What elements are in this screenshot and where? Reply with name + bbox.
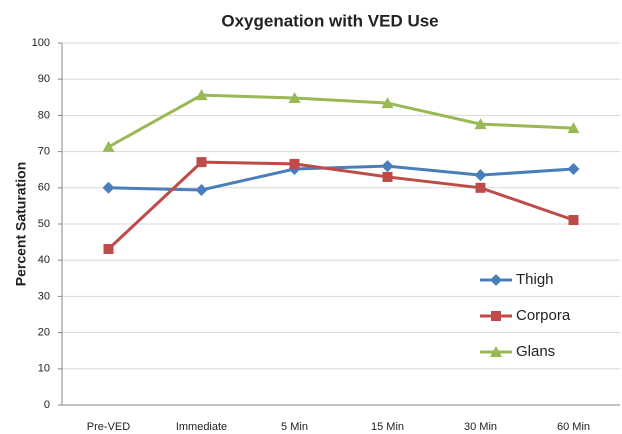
y-tick-label: 40 [38,254,50,266]
x-tick-label: 60 Min [557,421,590,433]
marker [490,274,502,286]
legend-label: Glans [516,343,555,360]
series-line [107,93,574,149]
marker [381,160,394,173]
marker [490,346,502,357]
x-tick-label: 30 Min [464,421,497,433]
y-tick-label: 10 [38,363,50,375]
marker [381,97,394,109]
y-tick-label: 50 [38,218,50,230]
y-tick-label: 100 [32,37,50,49]
marker [288,92,301,104]
marker [382,171,393,182]
marker [289,158,300,169]
series-line [108,164,574,192]
marker [491,311,501,321]
y-axis-label: Percent Saturation [13,162,29,286]
series-line [107,160,574,251]
x-tick-label: Pre-VED [87,421,130,433]
marker [195,183,208,196]
marker [474,118,487,130]
x-tick-label: 5 Min [281,421,308,433]
marker [474,169,487,182]
x-tick-label: 15 Min [371,421,404,433]
chart-title: Oxygenation with VED Use [221,11,438,30]
marker [567,122,580,134]
y-tick-label: 90 [38,73,50,85]
marker [102,140,115,152]
marker [102,181,115,194]
marker [196,157,207,168]
y-tick-label: 80 [38,109,50,121]
legend-label: Corpora [516,307,571,324]
y-tick-label: 70 [38,146,50,158]
y-tick-label: 60 [38,182,50,194]
y-tick-label: 0 [44,399,50,411]
marker [103,243,114,254]
y-tick-label: 30 [38,290,50,302]
legend-label: Thigh [516,271,554,288]
marker [475,182,486,193]
y-tick-label: 20 [38,327,50,339]
x-tick-label: Immediate [176,421,227,433]
marker [567,162,580,175]
marker [568,215,579,226]
marker [195,89,208,101]
